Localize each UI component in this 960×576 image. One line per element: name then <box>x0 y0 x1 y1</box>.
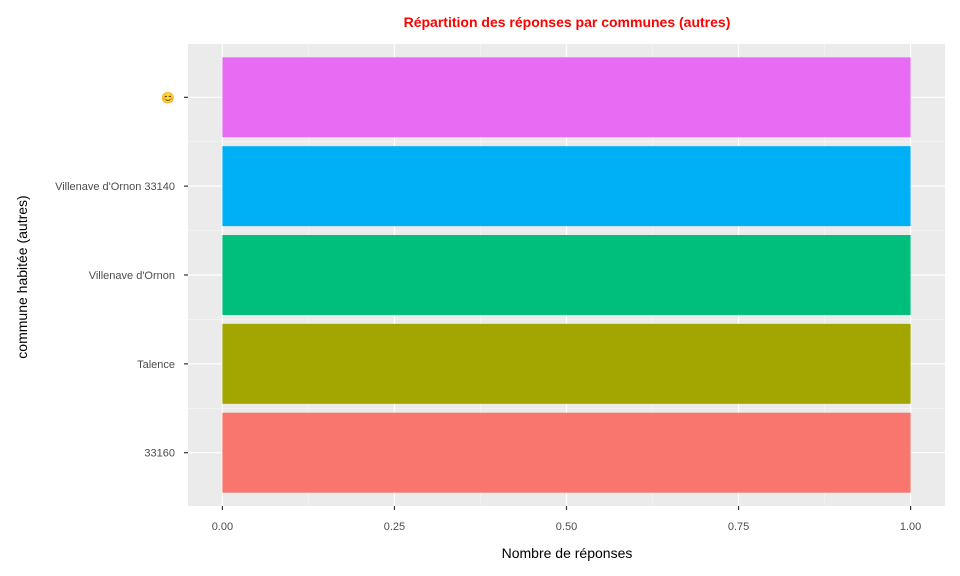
y-tick-label: Talence <box>137 359 175 371</box>
x-tick-label: 0.25 <box>384 521 405 533</box>
x-tick-label: 0.50 <box>556 521 577 533</box>
x-tick-label: 1.00 <box>900 521 921 533</box>
x-tick-label: 0.75 <box>728 521 749 533</box>
x-axis: 0.00 0.25 0.50 0.75 1.00 <box>212 506 921 533</box>
x-axis-title: Nombre de réponses <box>502 545 633 561</box>
y-tick-label: 33160 <box>144 448 175 460</box>
y-axis-title: commune habitée (autres) <box>14 195 30 358</box>
bar-1 <box>222 323 911 404</box>
bar-2 <box>222 235 911 315</box>
y-tick-label: 😊 <box>161 91 175 104</box>
y-tick-label: Villenave d'Ornon 33140 <box>55 181 175 193</box>
chart-title: Répartition des réponses par communes (a… <box>404 14 731 30</box>
bar-4 <box>222 57 911 138</box>
bar-0 <box>222 412 911 493</box>
x-tick-label: 0.00 <box>212 521 233 533</box>
y-axis: 33160 Talence Villenave d'Ornon Villenave d… <box>55 91 188 460</box>
y-tick-label: Villenave d'Ornon <box>89 270 175 282</box>
bar-3 <box>222 146 911 227</box>
bars <box>222 57 911 493</box>
